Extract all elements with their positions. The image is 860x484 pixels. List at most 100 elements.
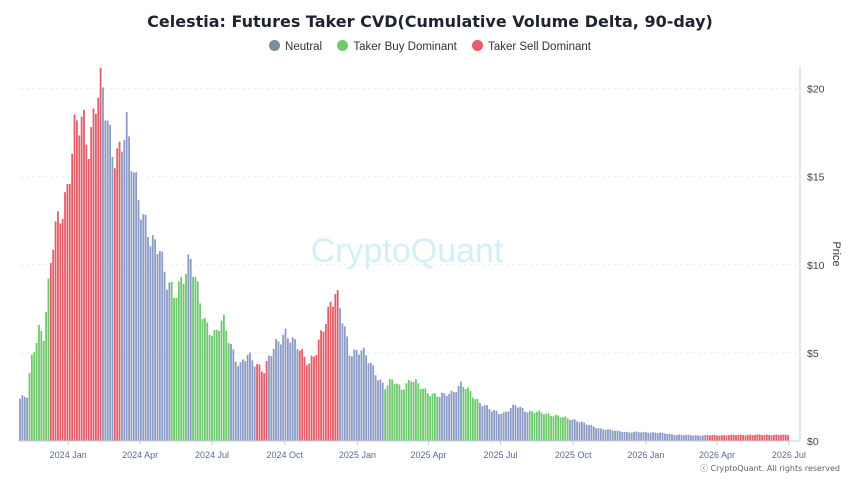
price-bar	[701, 435, 704, 441]
price-bar	[166, 289, 168, 441]
price-bar	[185, 274, 187, 441]
price-bar	[208, 334, 211, 441]
y-tick-label: $15	[807, 172, 825, 184]
price-bar	[30, 354, 33, 441]
price-bar	[597, 428, 600, 441]
price-bar	[441, 392, 443, 441]
price-bar	[571, 419, 574, 441]
x-tick-label: 2024 Oct	[266, 450, 303, 460]
price-bar	[469, 390, 472, 441]
gridlines	[20, 88, 800, 354]
price-bar	[23, 396, 26, 441]
price-bar	[78, 135, 81, 441]
price-bar	[327, 306, 330, 441]
price-bar	[220, 320, 223, 441]
price-bar	[580, 421, 583, 441]
x-tick-label: 2025 Apr	[411, 450, 447, 460]
price-bar	[661, 432, 664, 441]
price-bar	[751, 435, 754, 441]
price-bar	[90, 127, 93, 442]
price-bar	[455, 392, 458, 441]
price-bar	[467, 387, 469, 441]
price-bar	[713, 434, 716, 441]
price-bar	[405, 383, 408, 441]
legend-item-taker-buy[interactable]: Taker Buy Dominant	[337, 40, 457, 53]
price-bar	[493, 409, 496, 441]
x-tick-label: 2025 Jul	[483, 450, 517, 460]
price-bar	[140, 219, 142, 441]
price-bar	[182, 283, 185, 441]
price-bar	[768, 435, 771, 441]
price-bar	[142, 214, 145, 441]
price-bar	[424, 388, 427, 441]
price-bar	[429, 396, 432, 441]
price-bar	[287, 338, 289, 441]
price-bar	[761, 435, 763, 441]
price-bar	[244, 361, 247, 441]
price-bar	[763, 434, 766, 441]
price-bar	[19, 398, 21, 441]
price-bar	[161, 251, 164, 441]
price-bar	[635, 431, 638, 441]
x-tick-label: 2026 Jul	[772, 450, 806, 460]
price-bar	[583, 422, 586, 441]
price-bar	[626, 431, 628, 441]
price-bar	[524, 411, 526, 441]
price-bar	[263, 373, 266, 441]
price-bar	[486, 405, 488, 441]
price-bar	[666, 434, 669, 441]
price-bar	[483, 405, 486, 441]
legend-item-neutral[interactable]: Neutral	[269, 40, 322, 53]
price-bar	[187, 254, 190, 441]
price-bar	[28, 372, 31, 441]
legend-swatch-neutral	[269, 40, 281, 51]
legend-item-taker-sell[interactable]: Taker Sell Dominant	[472, 40, 591, 53]
price-bar	[528, 410, 531, 441]
price-bar	[351, 356, 353, 441]
price-bar	[104, 120, 107, 442]
price-bar	[336, 290, 339, 441]
price-bar	[85, 144, 88, 441]
price-bar	[35, 343, 38, 441]
price-bar	[777, 434, 780, 441]
price-bar	[97, 97, 100, 441]
price-bar	[218, 331, 221, 441]
price-bar	[99, 67, 102, 441]
price-bar	[222, 314, 225, 441]
price-bar	[358, 354, 360, 441]
price-bar	[519, 406, 522, 441]
price-bar	[33, 352, 36, 441]
price-bar	[685, 434, 688, 441]
price-bar	[773, 434, 775, 441]
price-bar	[130, 171, 133, 442]
price-bar	[668, 433, 671, 441]
price-bar	[298, 350, 301, 441]
price-bar	[507, 411, 510, 441]
price-bar	[173, 298, 175, 441]
price-bar	[559, 417, 562, 441]
price-bar	[673, 434, 676, 441]
price-bar	[678, 434, 680, 441]
price-bar	[372, 365, 375, 441]
price-bar	[109, 124, 111, 441]
price-bar	[732, 434, 735, 441]
price-bar	[784, 434, 787, 441]
price-bar	[464, 389, 467, 441]
price-bar	[502, 412, 505, 441]
price-bar	[237, 366, 240, 441]
price-bar	[180, 276, 183, 441]
price-bar	[588, 425, 590, 441]
price-bar	[57, 211, 59, 441]
price-bar	[607, 429, 609, 441]
y-axis-title: Price	[830, 241, 842, 266]
price-bar	[277, 341, 280, 441]
x-tick-label: 2026 Apr	[699, 450, 735, 460]
price-bar	[727, 435, 730, 441]
price-bar	[52, 249, 55, 441]
price-bar	[770, 435, 773, 441]
price-bar	[422, 388, 424, 441]
price-bar	[533, 413, 536, 441]
x-tick-label: 2024 Jul	[195, 450, 229, 460]
price-bar	[498, 413, 500, 441]
price-bar	[163, 271, 166, 441]
